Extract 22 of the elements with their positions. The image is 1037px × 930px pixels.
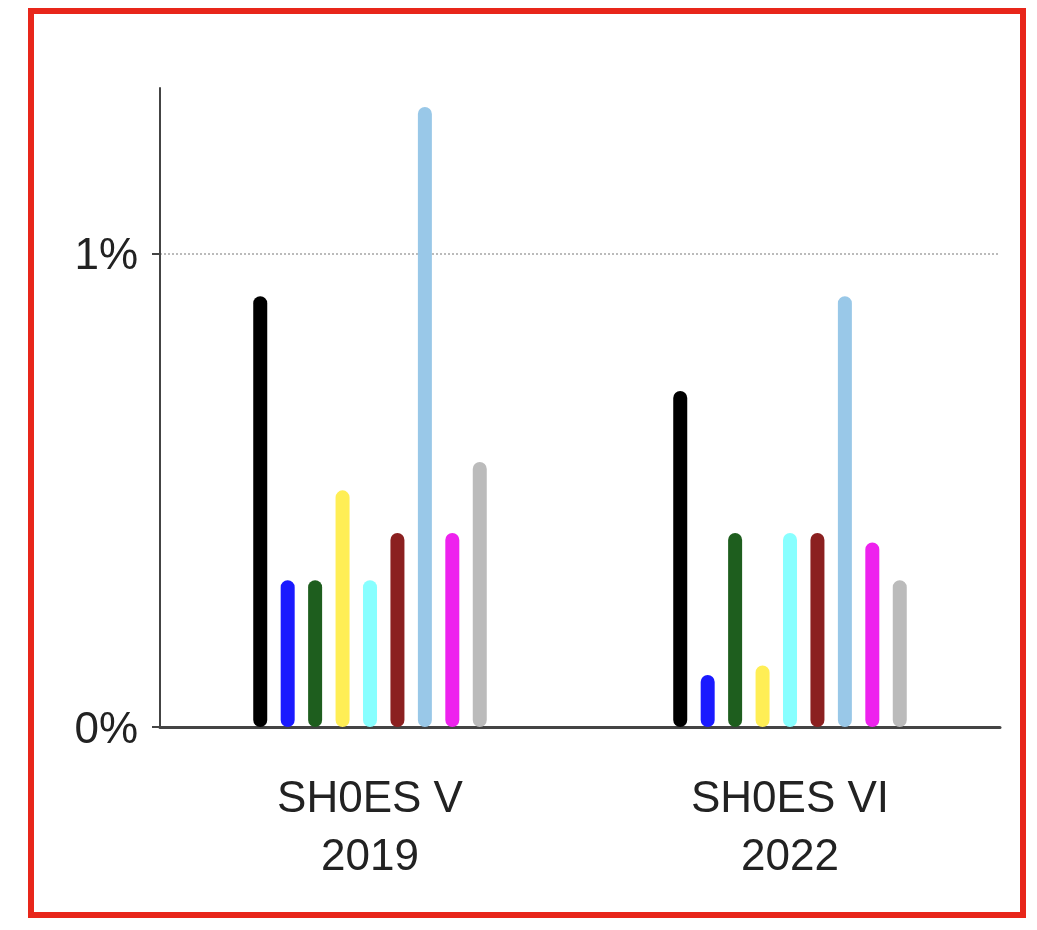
- bar: [472, 461, 487, 727]
- bar: [363, 580, 377, 727]
- bar: [783, 532, 797, 727]
- bar: [810, 532, 825, 727]
- x-tick-label: SH0ES V 2019: [277, 771, 464, 879]
- bar: [417, 106, 432, 727]
- bar: [865, 542, 880, 727]
- bar: [308, 580, 323, 727]
- y-tick-label: 1%: [74, 229, 138, 279]
- bar: [728, 532, 743, 727]
- bar: [445, 532, 460, 727]
- bar: [892, 580, 907, 727]
- bar: [755, 665, 770, 727]
- bar: [335, 490, 350, 727]
- bar: [837, 296, 852, 727]
- x-tick-label: SH0ES VI 2022: [690, 771, 890, 879]
- y-tick-label: 0%: [74, 702, 138, 752]
- bar: [253, 296, 268, 727]
- bar: [673, 390, 688, 727]
- bar: [280, 580, 295, 727]
- bar: [390, 532, 405, 727]
- bar: [700, 674, 715, 727]
